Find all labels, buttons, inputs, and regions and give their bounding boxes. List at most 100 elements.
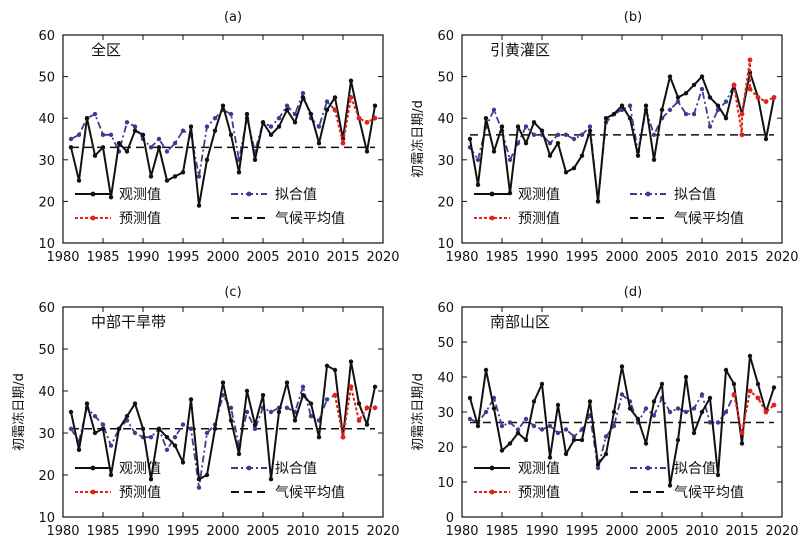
data-point-observed	[491, 149, 497, 154]
data-point-observed	[715, 472, 721, 478]
data-point-observed	[156, 145, 162, 150]
data-point-predicted	[755, 395, 761, 401]
data-point-fitted	[196, 485, 202, 490]
data-point-observed	[619, 103, 625, 108]
x-tick-label: 2000	[605, 524, 638, 539]
series-line-observed	[469, 355, 775, 487]
data-point-observed	[595, 199, 601, 204]
panel-tag: (c)	[224, 285, 241, 300]
legend-marker-predicted	[90, 489, 96, 495]
y-tick-label: 50	[437, 71, 454, 86]
data-point-observed	[156, 426, 162, 431]
legend-label-fitted: 拟合值	[275, 461, 317, 477]
data-point-predicted	[771, 95, 777, 100]
data-point-fitted	[172, 140, 178, 146]
y-tick-label: 50	[38, 343, 55, 358]
data-point-observed	[515, 124, 521, 129]
data-point-observed	[587, 399, 593, 404]
x-tick-label: 1995	[166, 524, 199, 539]
data-point-observed	[348, 78, 354, 83]
data-point-observed	[659, 381, 665, 387]
data-point-observed	[316, 140, 322, 146]
data-point-observed	[563, 451, 569, 457]
data-point-observed	[348, 359, 354, 364]
data-point-observed	[92, 430, 98, 436]
data-point-observed	[683, 374, 689, 380]
data-point-fitted	[547, 140, 553, 146]
data-point-fitted	[651, 413, 657, 418]
panel-tag: (b)	[624, 10, 642, 25]
data-point-fitted	[300, 384, 306, 389]
data-point-predicted	[372, 115, 378, 121]
data-point-observed	[547, 455, 553, 460]
data-point-observed	[268, 132, 274, 138]
series-line-predicted	[334, 385, 375, 439]
legend-marker-predicted	[90, 215, 96, 221]
chart-panel-4: 1980 1985 1990 1995 2000 2005 2010 2015 2020 0 10 2…	[410, 285, 799, 539]
data-point-predicted	[731, 392, 737, 397]
data-point-fitted	[571, 434, 577, 439]
data-point-observed	[523, 437, 529, 443]
legend-label-climate: 气候平均值	[275, 485, 345, 501]
data-point-observed	[715, 103, 721, 108]
data-point-observed	[140, 132, 146, 138]
data-point-observed	[284, 380, 290, 385]
y-tick-label: 10	[437, 237, 454, 252]
y-tick-label: 60	[437, 301, 454, 316]
data-point-fitted	[292, 111, 298, 117]
data-point-fitted	[92, 414, 98, 419]
data-point-observed	[164, 178, 170, 183]
data-point-observed	[212, 426, 218, 431]
y-axis-label: 初霜冻日期/d	[11, 373, 27, 451]
data-point-observed	[603, 451, 609, 457]
data-point-observed	[300, 393, 306, 398]
data-point-fitted	[300, 91, 306, 96]
data-point-observed	[108, 195, 114, 200]
data-point-observed	[148, 477, 154, 482]
data-point-fitted	[204, 124, 210, 129]
data-point-observed	[92, 153, 98, 158]
data-point-fitted	[108, 443, 114, 448]
x-tick-label: 2010	[286, 250, 319, 265]
legend-label-observed: 观测值	[119, 187, 161, 203]
data-point-fitted	[132, 124, 138, 129]
data-point-observed	[244, 388, 250, 394]
data-point-observed	[228, 418, 234, 423]
data-point-observed	[499, 448, 505, 453]
data-point-observed	[148, 174, 154, 179]
data-point-fitted	[491, 107, 497, 113]
data-point-predicted	[731, 82, 737, 88]
data-point-observed	[579, 437, 585, 443]
y-tick-label: 30	[437, 154, 454, 169]
data-point-predicted	[755, 95, 761, 100]
data-point-observed	[364, 422, 370, 427]
x-tick-label: 1990	[525, 524, 558, 539]
y-tick-label: 0	[446, 511, 454, 526]
data-point-observed	[547, 153, 553, 158]
data-point-fitted	[100, 422, 106, 427]
y-tick-label: 20	[437, 441, 454, 456]
chart-panel-3: 1980 1985 1990 1995 2000 2005 2010 2015 2020 10 20…	[11, 285, 400, 539]
data-point-fitted	[667, 409, 673, 415]
data-point-fitted	[92, 111, 98, 117]
data-point-fitted	[180, 128, 186, 133]
data-point-observed	[483, 116, 489, 121]
data-point-fitted	[619, 392, 625, 397]
x-tick-label: 2005	[645, 250, 678, 265]
x-tick-label: 2020	[765, 524, 798, 539]
data-point-observed	[675, 437, 681, 443]
data-point-observed	[244, 111, 250, 117]
data-point-predicted	[763, 99, 769, 104]
y-tick-label: 10	[38, 237, 55, 252]
data-point-observed	[675, 95, 681, 100]
data-point-observed	[691, 82, 697, 88]
data-point-observed	[499, 124, 505, 129]
series-line-fitted	[70, 385, 336, 489]
legend-label-observed: 观测值	[518, 461, 560, 477]
x-tick-label: 2010	[286, 524, 319, 539]
data-point-fitted	[515, 427, 521, 432]
x-tick-label: 2010	[685, 250, 718, 265]
legend-label-observed: 观测值	[119, 461, 161, 477]
data-point-fitted	[587, 124, 593, 129]
